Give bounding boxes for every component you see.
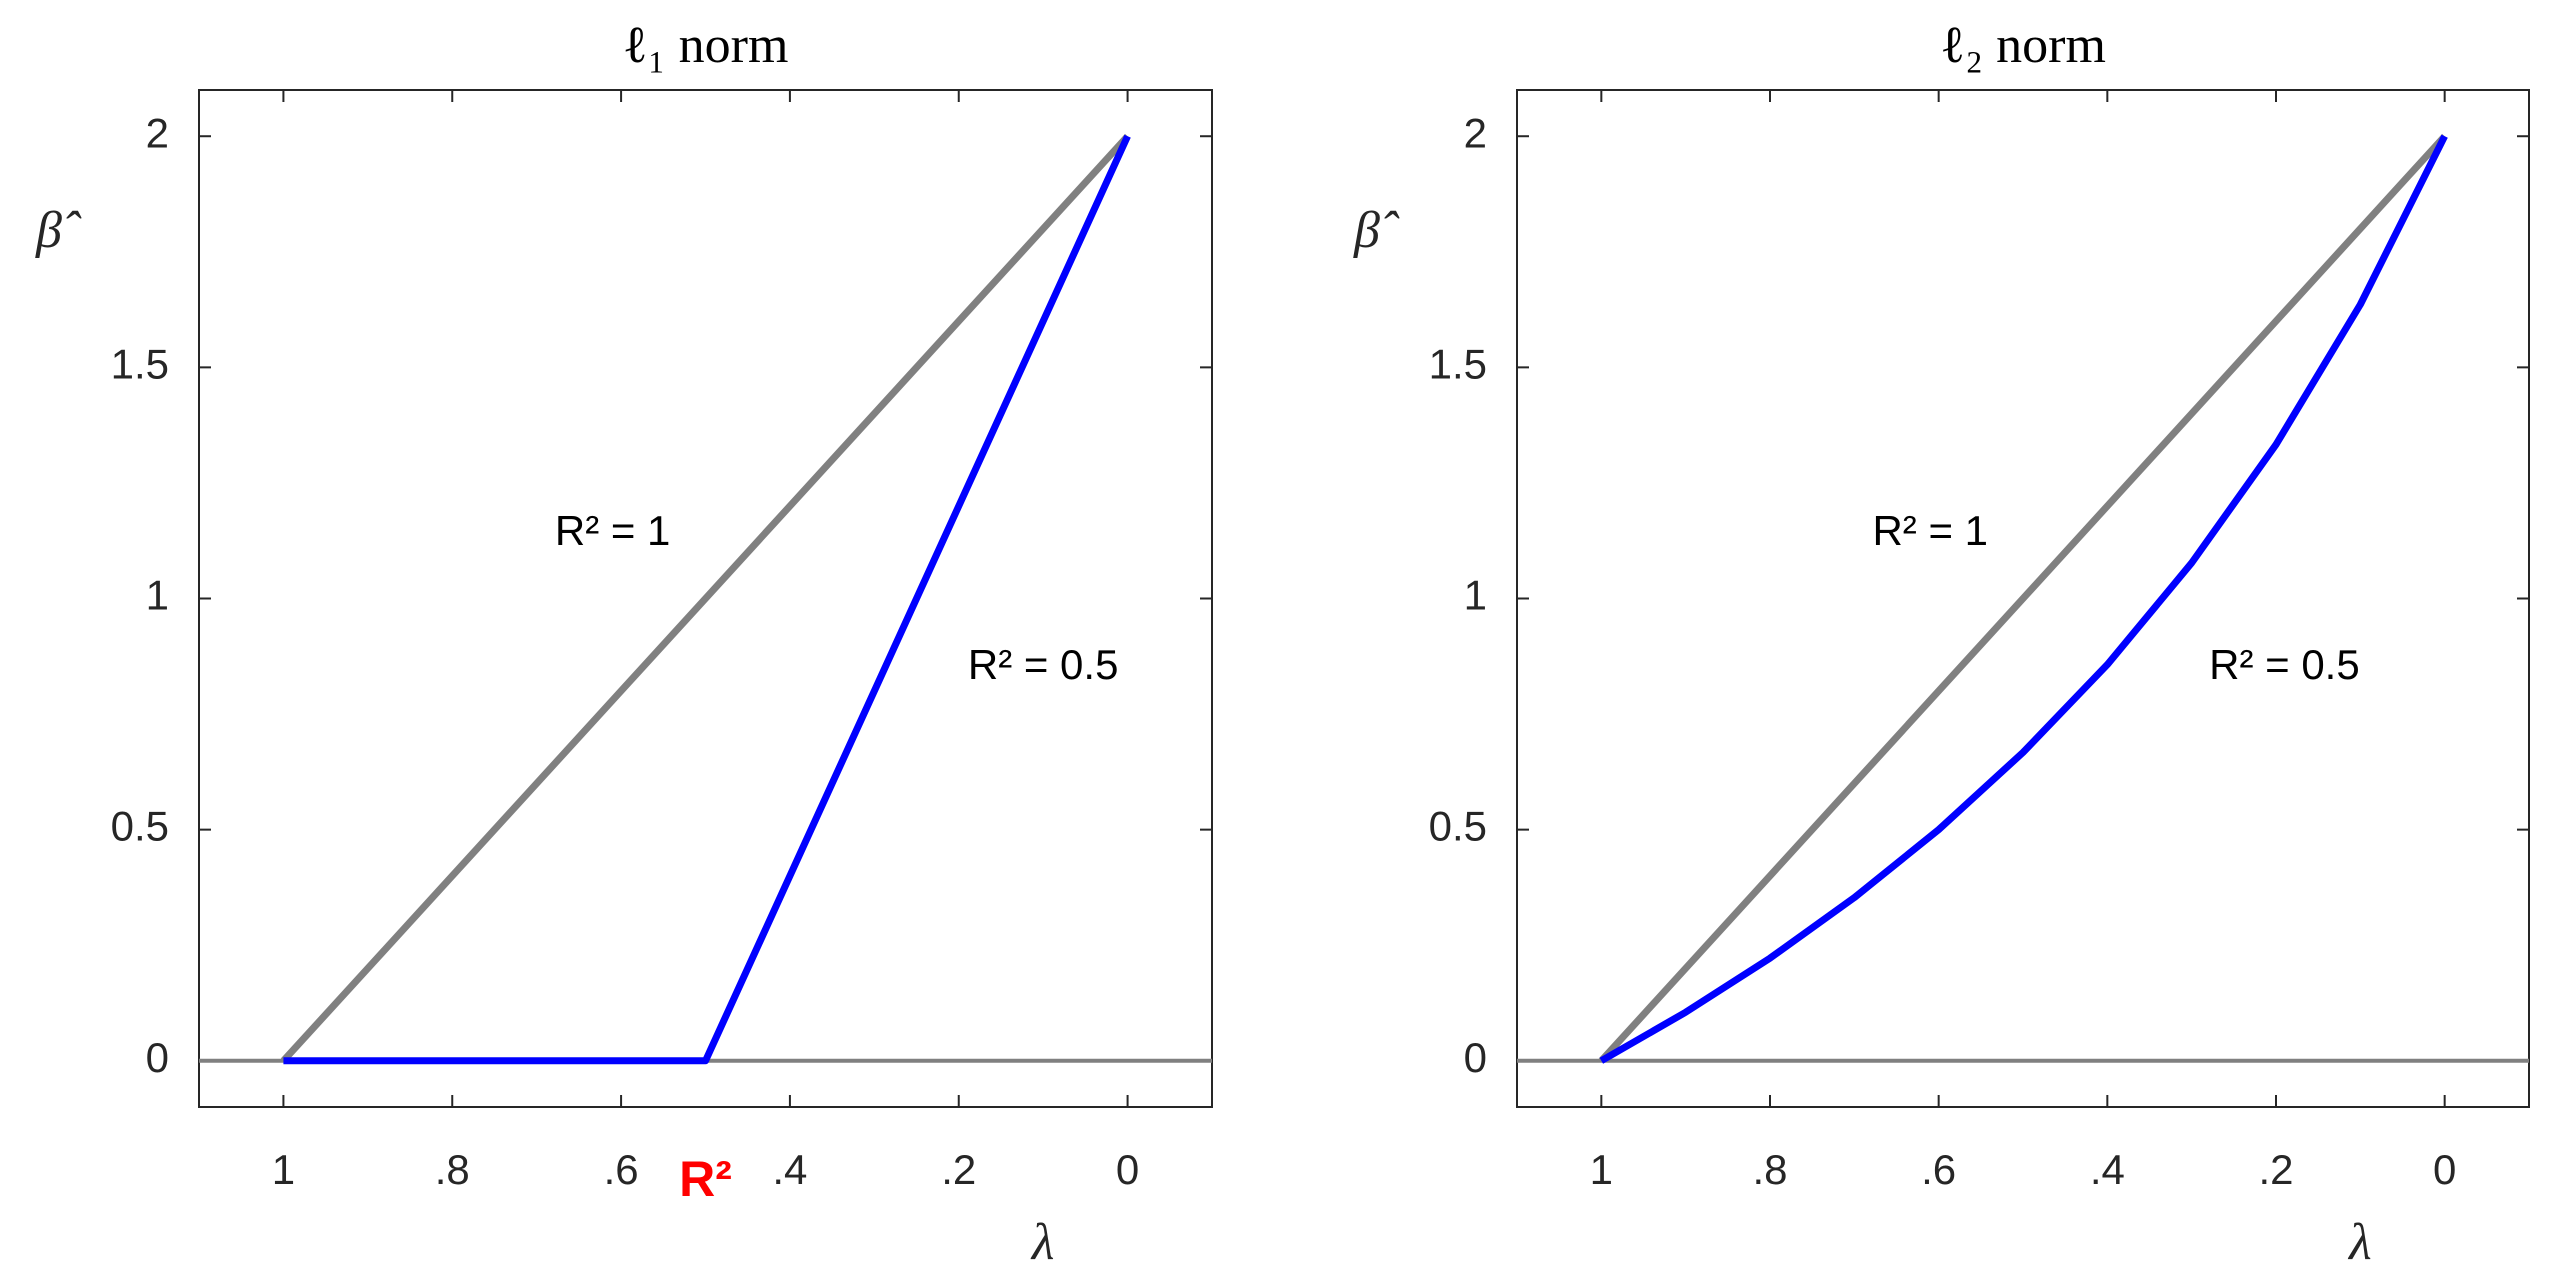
y-tick-label: 2	[146, 109, 169, 156]
x-axis-label: λ	[2347, 1214, 2372, 1271]
x-tick-label: .4	[772, 1146, 807, 1193]
line-label: R² = 0.5	[2209, 641, 2360, 688]
y-tick-label: 1.5	[1429, 340, 1487, 387]
x-tick-label: .4	[2090, 1146, 2125, 1193]
y-tick-label: 0.5	[1429, 803, 1487, 850]
x-axis-label: λ	[1030, 1214, 1055, 1271]
y-tick-label: 1	[146, 572, 169, 619]
annotation: R²	[679, 1151, 732, 1207]
line-label: R² = 1	[555, 507, 671, 554]
y-tick-label: 1	[1464, 572, 1487, 619]
x-tick-label: .8	[1752, 1146, 1787, 1193]
y-axis-label: β̂	[35, 202, 82, 259]
chart-title: ℓ₂ norm	[1940, 17, 2106, 74]
x-tick-label: 0	[1116, 1146, 1139, 1193]
y-tick-label: 1.5	[111, 340, 169, 387]
subplot: ℓ₁ norm 0 0.5 1 1.5 2 1 .8 .6 .4 .2 0 λ β̂ R² = 1 R² = …	[35, 17, 1213, 1271]
x-tick-label: 0	[2433, 1146, 2456, 1193]
x-tick-label: .8	[435, 1146, 470, 1193]
y-tick-label: 0	[1464, 1034, 1487, 1081]
y-tick-label: 2	[1464, 109, 1487, 156]
x-tick-label: .2	[941, 1146, 976, 1193]
data-line	[1598, 133, 2448, 1064]
data-line	[280, 133, 1131, 1064]
line-label: R² = 0.5	[968, 641, 1119, 688]
x-tick-label: 1	[272, 1146, 295, 1193]
subplot: ℓ₂ norm 0 0.5 1 1.5 2 1 .8 .6 .4 .2 0 λ β̂ R² = 1 R² = …	[1353, 17, 2530, 1271]
data-line	[283, 134, 1131, 1065]
chart-title: ℓ₁ norm	[623, 17, 789, 74]
data-line	[1599, 134, 2448, 1064]
y-axis-label: β̂	[1353, 202, 1400, 259]
line-label: R² = 1	[1872, 507, 1988, 554]
x-tick-label: .6	[1921, 1146, 1956, 1193]
y-tick-label: 0.5	[111, 803, 169, 850]
y-tick-label: 0	[146, 1034, 169, 1081]
x-tick-label: .6	[604, 1146, 639, 1193]
x-tick-label: 1	[1590, 1146, 1613, 1193]
x-tick-label: .2	[2258, 1146, 2293, 1193]
